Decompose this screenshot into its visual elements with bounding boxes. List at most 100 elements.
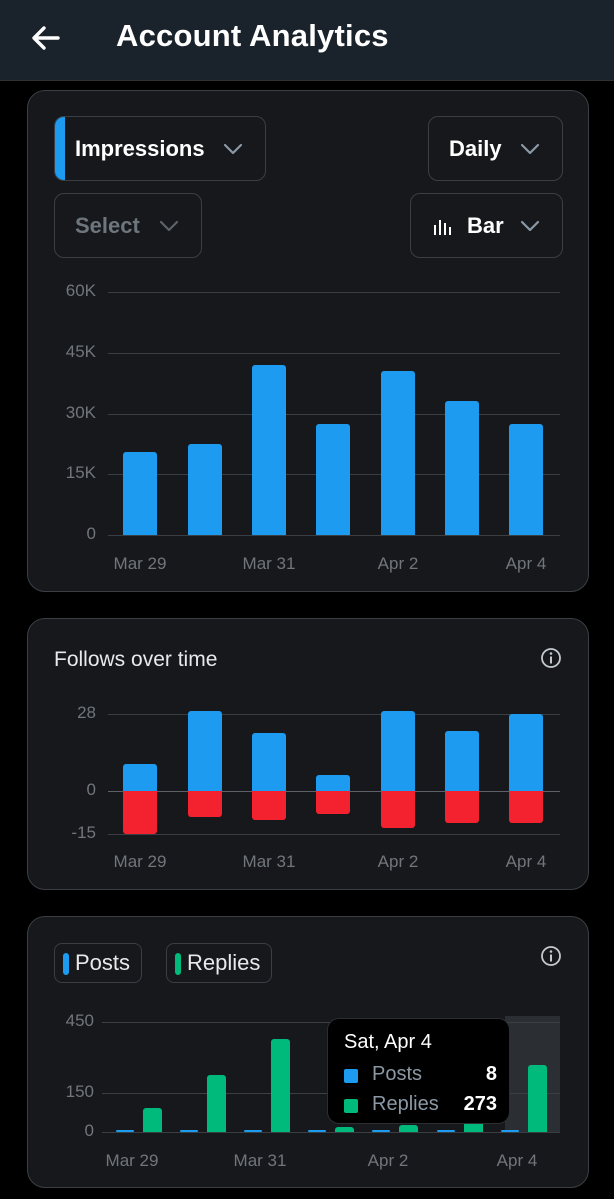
y-tick-label: 45K [65, 342, 96, 361]
x-tick-label: Mar 31 [242, 554, 296, 573]
chevron-down-icon [520, 143, 540, 154]
follows-bar [316, 774, 350, 791]
chart-type-dropdown-label: Bar [467, 212, 504, 238]
chevron-down-icon [159, 220, 179, 231]
y-tick-label: -15 [71, 823, 96, 842]
info-icon[interactable] [540, 945, 562, 967]
replies-bar [207, 1074, 226, 1132]
chart-tooltip: Sat, Apr 4 Posts 8 Replies 273 [327, 1018, 510, 1124]
follows-bar [123, 763, 157, 791]
x-tick-label: Mar 29 [113, 852, 167, 871]
follows-title: Follows over time [54, 648, 218, 671]
gridline [108, 834, 560, 835]
period-dropdown[interactable]: Daily [428, 116, 563, 181]
impressions-bar [445, 401, 479, 535]
legend-replies-swatch [175, 953, 181, 975]
bar-chart-icon [434, 220, 451, 235]
legend-posts-label: Posts [75, 950, 131, 975]
info-icon[interactable] [540, 647, 562, 669]
replies-bar [399, 1124, 418, 1132]
tooltip-date: Sat, Apr 4 [344, 1031, 432, 1053]
y-tick-label: 450 [65, 1011, 94, 1030]
follows-bar [252, 733, 286, 791]
unfollows-bar [123, 791, 157, 834]
x-tick-label: Apr 4 [505, 554, 547, 573]
metric-dropdown-label: Impressions [75, 135, 205, 161]
y-tick-label: 0 [84, 1121, 94, 1140]
follows-bar [381, 711, 415, 791]
x-tick-label: Apr 2 [377, 852, 419, 871]
gridline [108, 292, 560, 293]
chart-type-dropdown[interactable]: Bar [410, 193, 563, 258]
tooltip-posts-swatch [344, 1069, 358, 1083]
y-tick-label: 0 [86, 780, 96, 799]
legend-posts[interactable]: Posts [54, 943, 142, 983]
y-tick-label: 28 [77, 703, 96, 722]
legend-posts-swatch [63, 953, 69, 975]
replies-bar [143, 1107, 162, 1132]
follows-bar [509, 714, 543, 791]
x-tick-label: Apr 4 [496, 1151, 538, 1170]
follows-card [27, 618, 589, 890]
unfollows-bar [381, 791, 415, 829]
follows-bar [445, 730, 479, 791]
unfollows-bar [188, 791, 222, 817]
compare-dropdown[interactable]: Select [54, 193, 202, 258]
tooltip-replies-label: Replies [372, 1093, 439, 1115]
unfollows-bar [252, 791, 286, 820]
posts-bar [372, 1130, 390, 1132]
gridline [108, 535, 560, 536]
tooltip-posts-value: 8 [485, 1063, 497, 1085]
metric-accent-bar [55, 117, 65, 180]
arrow-left-icon[interactable] [28, 20, 64, 56]
chevron-down-icon [520, 220, 540, 231]
impressions-bar [188, 443, 222, 535]
x-tick-label: Mar 31 [242, 852, 296, 871]
metric-dropdown[interactable]: Impressions [54, 116, 266, 181]
replies-bar [335, 1127, 354, 1132]
y-tick-label: 15K [65, 463, 96, 482]
chevron-down-icon [223, 143, 243, 154]
period-dropdown-label: Daily [449, 135, 502, 161]
app-header: Account Analytics [0, 0, 614, 81]
gridline [108, 714, 560, 715]
legend-replies-label: Replies [187, 950, 261, 975]
compare-dropdown-label: Select [75, 212, 140, 238]
page-title: Account Analytics [116, 18, 389, 53]
impressions-bar [509, 423, 543, 535]
posts-bar [308, 1130, 326, 1132]
posts-bar [116, 1130, 134, 1132]
x-tick-label: Apr 4 [505, 852, 547, 871]
posts-bar [437, 1130, 455, 1132]
tooltip-replies-swatch [344, 1099, 358, 1113]
unfollows-bar [316, 791, 350, 814]
y-tick-label: 150 [65, 1082, 94, 1101]
gridline [108, 414, 560, 415]
unfollows-bar [445, 791, 479, 823]
y-tick-label: 0 [86, 524, 96, 543]
impressions-bar [381, 370, 415, 535]
replies-bar [271, 1039, 290, 1132]
replies-bar [528, 1065, 547, 1132]
x-tick-label: Mar 29 [105, 1151, 159, 1170]
y-tick-label: 60K [65, 281, 96, 300]
y-tick-label: 30K [65, 403, 96, 422]
gridline [108, 353, 560, 354]
posts-bar [244, 1130, 262, 1132]
posts-bar [180, 1130, 198, 1132]
tooltip-replies-value: 273 [463, 1093, 497, 1115]
x-tick-label: Mar 29 [113, 554, 167, 573]
unfollows-bar [509, 791, 543, 823]
x-tick-label: Apr 2 [367, 1151, 409, 1170]
x-tick-label: Apr 2 [377, 554, 419, 573]
impressions-bar [123, 451, 157, 535]
posts-bar [501, 1130, 519, 1132]
legend-replies[interactable]: Replies [166, 943, 272, 983]
tooltip-row-posts: Posts 8 [342, 1063, 497, 1089]
follows-bar [188, 711, 222, 791]
gridline [102, 1132, 560, 1133]
impressions-bar [252, 364, 286, 535]
impressions-bar [316, 423, 350, 535]
x-tick-label: Mar 31 [233, 1151, 287, 1170]
tooltip-row-replies: Replies 273 [342, 1093, 497, 1119]
